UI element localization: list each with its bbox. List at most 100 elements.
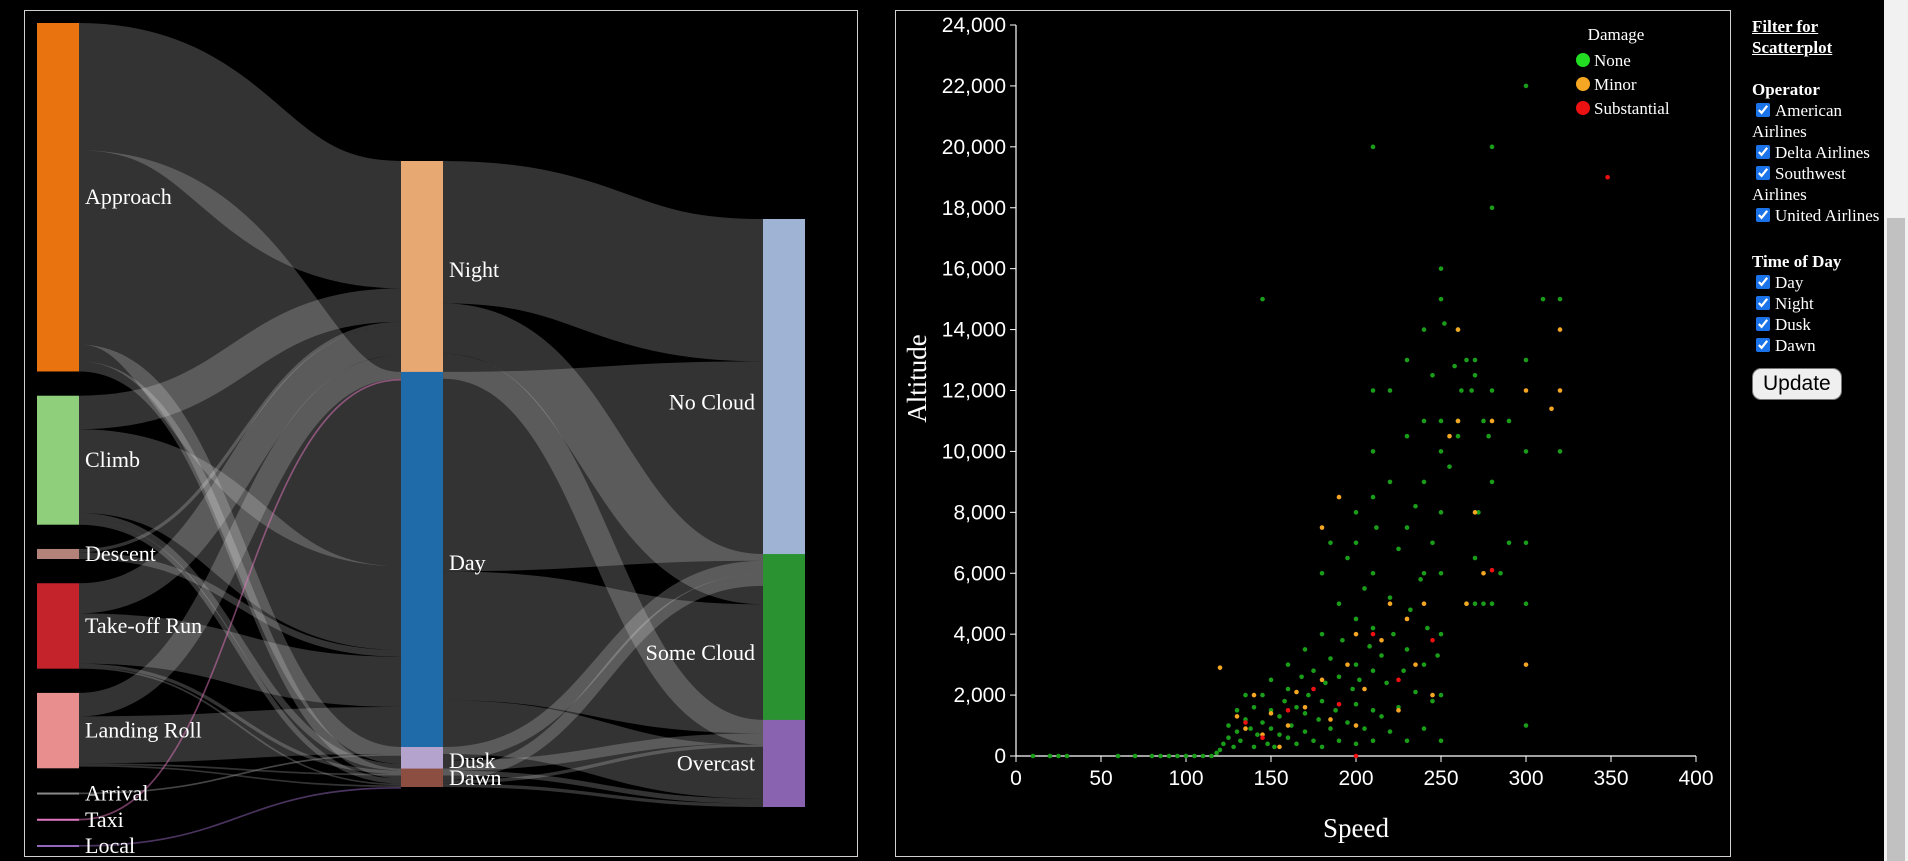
southwest-checkbox[interactable] [1756, 166, 1770, 180]
point-substantial [1430, 637, 1435, 643]
point-none [1323, 680, 1328, 686]
sankey-node-dawn[interactable] [401, 768, 443, 787]
page-scrollbar[interactable] [1884, 0, 1908, 861]
sankey-link-approach-to-night [76, 23, 404, 289]
legend-swatch-minor [1576, 77, 1590, 91]
point-none [1370, 738, 1376, 744]
point-none [1328, 540, 1333, 546]
day-checkbox[interactable] [1756, 275, 1770, 289]
point-substantial [1311, 686, 1316, 692]
point-minor [1217, 665, 1223, 670]
time-option-night[interactable]: Night [1752, 293, 1888, 314]
point-none [1472, 372, 1478, 378]
night-checkbox[interactable] [1756, 296, 1770, 310]
point-none [1183, 753, 1189, 759]
sankey-node-night[interactable] [401, 161, 443, 379]
point-none [1217, 747, 1223, 753]
point-none [1391, 631, 1396, 637]
point-none [1353, 701, 1359, 707]
point-none [1438, 692, 1444, 698]
point-none [1408, 607, 1413, 613]
point-none [1294, 704, 1299, 710]
point-none [1260, 692, 1265, 698]
point-none [1214, 750, 1219, 756]
point-none [1421, 479, 1427, 485]
sankey-label-climb: Climb [85, 447, 140, 472]
time-label: Dusk [1775, 315, 1811, 334]
time-option-dawn[interactable]: Dawn [1752, 335, 1888, 356]
sankey-label-nocloud: No Cloud [669, 389, 755, 414]
sankey-link-night-to-nocloud [442, 161, 764, 362]
point-none [1523, 357, 1529, 363]
point-none [1430, 372, 1435, 378]
filter-title: Filter for Scatterplot [1752, 17, 1833, 57]
point-none [1523, 601, 1529, 607]
operator-option-southwest[interactable]: Southwest Airlines [1752, 163, 1888, 205]
point-none [1486, 433, 1491, 439]
sankey-node-somecloud[interactable] [763, 554, 805, 752]
x-tick-label: 250 [1423, 767, 1458, 790]
sankey-node-local[interactable] [37, 845, 79, 847]
delta-checkbox[interactable] [1756, 145, 1770, 159]
update-button[interactable]: Update [1752, 368, 1842, 400]
sankey-node-nocloud[interactable] [763, 219, 805, 586]
point-minor [1421, 601, 1427, 607]
point-none [1166, 753, 1172, 759]
legend-label-none: None [1594, 51, 1631, 70]
point-none [1353, 741, 1359, 747]
point-none [1387, 729, 1393, 734]
sankey-node-taxi[interactable] [37, 818, 79, 821]
point-none [1557, 449, 1563, 454]
sankey-node-overcast[interactable] [763, 719, 805, 807]
y-tick-label: 8,000 [953, 501, 1006, 524]
point-none [1506, 418, 1512, 424]
point-minor [1234, 714, 1240, 719]
sankey-node-takeoff[interactable] [37, 583, 79, 669]
united-checkbox[interactable] [1756, 208, 1770, 222]
sankey-node-approach[interactable] [37, 23, 79, 372]
sankey-link-landing-to-day [78, 706, 402, 764]
point-none [1404, 525, 1410, 530]
time-option-day[interactable]: Day [1752, 272, 1888, 293]
sankey-node-climb[interactable] [37, 395, 79, 525]
point-none [1413, 689, 1418, 695]
legend-label-substantial: Substantial [1594, 99, 1670, 118]
point-minor [1447, 433, 1452, 439]
sankey-label-takeoff: Take-off Run [85, 613, 202, 638]
point-none [1251, 744, 1257, 750]
point-none [1489, 479, 1495, 485]
sankey-label-dawn: Dawn [449, 765, 502, 790]
point-none [1370, 708, 1376, 713]
point-none [1413, 503, 1418, 509]
dawn-checkbox[interactable] [1756, 338, 1770, 352]
sankey-label-day: Day [449, 550, 486, 575]
point-none [1489, 388, 1495, 393]
point-none [1489, 205, 1495, 211]
point-none [1384, 680, 1389, 686]
scrollbar-thumb[interactable] [1887, 218, 1905, 861]
sankey-link-climb-to-dawn [78, 519, 402, 784]
operator-option-united[interactable]: United Airlines [1752, 205, 1888, 226]
sankey-node-day[interactable] [401, 371, 443, 754]
time-option-dusk[interactable]: Dusk [1752, 314, 1888, 335]
x-tick-label: 400 [1678, 767, 1713, 790]
point-none [1421, 418, 1427, 424]
sankey-node-descent[interactable] [37, 548, 79, 560]
point-none [1404, 357, 1410, 363]
sankey-node-landing[interactable] [37, 692, 79, 769]
sankey-link-approach-to-dawn [78, 361, 402, 779]
operator-option-american[interactable]: American Airlines [1752, 100, 1888, 142]
point-none [1302, 729, 1308, 734]
american-checkbox[interactable] [1756, 103, 1770, 117]
dusk-checkbox[interactable] [1756, 317, 1770, 331]
point-none [1047, 753, 1053, 759]
operator-option-delta[interactable]: Delta Airlines [1752, 142, 1888, 163]
point-none [1498, 570, 1503, 576]
point-none [1282, 698, 1287, 704]
sankey-link-landing-to-dusk [78, 763, 402, 776]
point-none [1430, 698, 1435, 704]
point-none [1557, 296, 1563, 302]
sankey-node-arrival[interactable] [37, 792, 79, 795]
point-none [1370, 494, 1376, 500]
point-none [1464, 357, 1469, 363]
